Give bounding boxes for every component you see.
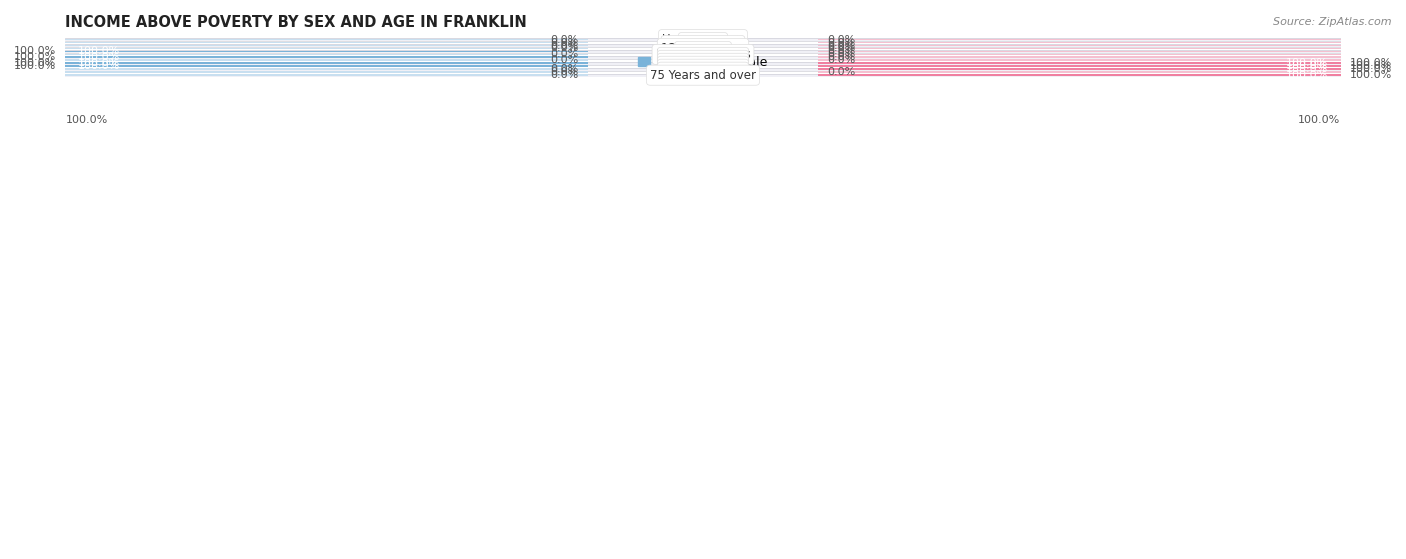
Text: 100.0%: 100.0% [1285, 70, 1327, 80]
Text: 100.0%: 100.0% [66, 115, 108, 125]
Bar [818, 68, 1340, 70]
Text: 16 and 17 Years: 16 and 17 Years [655, 48, 751, 61]
Text: 100.0%: 100.0% [79, 61, 121, 72]
Bar [818, 63, 1340, 64]
Bar [66, 38, 1340, 41]
Text: 100.0%: 100.0% [1285, 64, 1327, 74]
Text: 100.0%: 100.0% [1350, 64, 1392, 74]
Text: 0.0%: 0.0% [550, 35, 579, 45]
Text: Under 5 Years: Under 5 Years [662, 33, 744, 46]
Text: 0.0%: 0.0% [550, 64, 579, 74]
Text: 0.0%: 0.0% [550, 49, 579, 59]
Text: 0.0%: 0.0% [827, 49, 856, 59]
Text: 100.0%: 100.0% [1285, 61, 1327, 72]
Text: 100.0%: 100.0% [14, 61, 56, 72]
Text: 35 to 44 Years: 35 to 44 Years [661, 57, 745, 70]
Text: 6 to 11 Years: 6 to 11 Years [665, 39, 741, 52]
Text: Source: ZipAtlas.com: Source: ZipAtlas.com [1274, 17, 1392, 27]
Bar [818, 65, 1340, 67]
Bar [818, 48, 1340, 49]
Text: 75 Years and over: 75 Years and over [650, 69, 756, 82]
Text: 55 to 64 Years: 55 to 64 Years [661, 63, 745, 75]
Bar [66, 48, 588, 49]
Bar [818, 72, 1340, 73]
Bar [66, 72, 588, 73]
Bar [66, 50, 1340, 53]
Bar [66, 59, 588, 61]
Bar [66, 63, 588, 64]
Bar [818, 42, 1340, 44]
Bar [66, 56, 1340, 59]
Text: 0.0%: 0.0% [550, 40, 579, 50]
Bar [818, 74, 1340, 76]
Bar [66, 50, 588, 53]
Text: 12 to 14 Years: 12 to 14 Years [661, 42, 745, 55]
Text: 0.0%: 0.0% [550, 70, 579, 80]
Text: 100.0%: 100.0% [14, 46, 56, 56]
Bar [818, 74, 1340, 76]
Text: 5 Years: 5 Years [682, 36, 724, 49]
Bar [66, 56, 588, 58]
Bar [66, 53, 1340, 56]
Text: 0.0%: 0.0% [827, 67, 856, 77]
Text: 0.0%: 0.0% [550, 55, 579, 65]
Text: 0.0%: 0.0% [827, 46, 856, 56]
Text: 15 Years: 15 Years [678, 45, 728, 58]
Text: 100.0%: 100.0% [14, 58, 56, 68]
Bar [818, 59, 1340, 61]
Bar [66, 68, 1340, 71]
Bar [66, 44, 1340, 47]
Bar [66, 63, 588, 64]
Text: 100.0%: 100.0% [1285, 58, 1327, 68]
Text: 100.0%: 100.0% [1350, 61, 1392, 72]
Text: 0.0%: 0.0% [827, 53, 856, 63]
Text: 45 to 54 Years: 45 to 54 Years [661, 60, 745, 73]
Bar [818, 45, 1340, 46]
Bar [818, 50, 1340, 53]
Bar [818, 39, 1340, 40]
Bar [818, 56, 1340, 58]
Text: 100.0%: 100.0% [1350, 70, 1392, 80]
Text: 0.0%: 0.0% [827, 37, 856, 48]
Bar [66, 45, 588, 46]
Text: 65 to 74 Years: 65 to 74 Years [661, 66, 745, 79]
Bar [818, 54, 1340, 55]
Text: 100.0%: 100.0% [1298, 115, 1340, 125]
Bar [66, 74, 1340, 77]
Text: 0.0%: 0.0% [550, 37, 579, 48]
Text: 0.0%: 0.0% [827, 55, 856, 65]
Bar [66, 54, 588, 55]
Bar [66, 50, 588, 53]
Bar [818, 63, 1340, 64]
Bar [66, 71, 1340, 74]
Bar [66, 39, 588, 40]
Text: 0.0%: 0.0% [550, 67, 579, 77]
Text: 100.0%: 100.0% [1350, 58, 1392, 68]
Bar [818, 65, 1340, 67]
Text: INCOME ABOVE POVERTY BY SEX AND AGE IN FRANKLIN: INCOME ABOVE POVERTY BY SEX AND AGE IN F… [66, 15, 527, 30]
Bar [66, 56, 588, 58]
Bar [66, 47, 1340, 50]
Text: 100.0%: 100.0% [79, 46, 121, 56]
Bar [66, 68, 588, 70]
Bar [66, 65, 1340, 68]
Text: 0.0%: 0.0% [827, 40, 856, 50]
Text: 0.0%: 0.0% [550, 44, 579, 54]
Text: 25 to 34 Years: 25 to 34 Years [661, 54, 745, 67]
Bar [66, 65, 588, 67]
Bar [66, 74, 588, 76]
Bar [66, 41, 1340, 44]
Legend: Male, Female: Male, Female [633, 51, 773, 74]
Text: 18 to 24 Years: 18 to 24 Years [661, 51, 745, 64]
Bar [66, 65, 588, 67]
Text: 0.0%: 0.0% [827, 44, 856, 54]
Bar [66, 62, 1340, 65]
Text: 100.0%: 100.0% [79, 58, 121, 68]
Text: 0.0%: 0.0% [827, 35, 856, 45]
Bar [66, 42, 588, 44]
Text: 100.0%: 100.0% [79, 53, 121, 63]
Bar [818, 68, 1340, 70]
Bar [66, 59, 1340, 62]
Text: 100.0%: 100.0% [14, 53, 56, 63]
